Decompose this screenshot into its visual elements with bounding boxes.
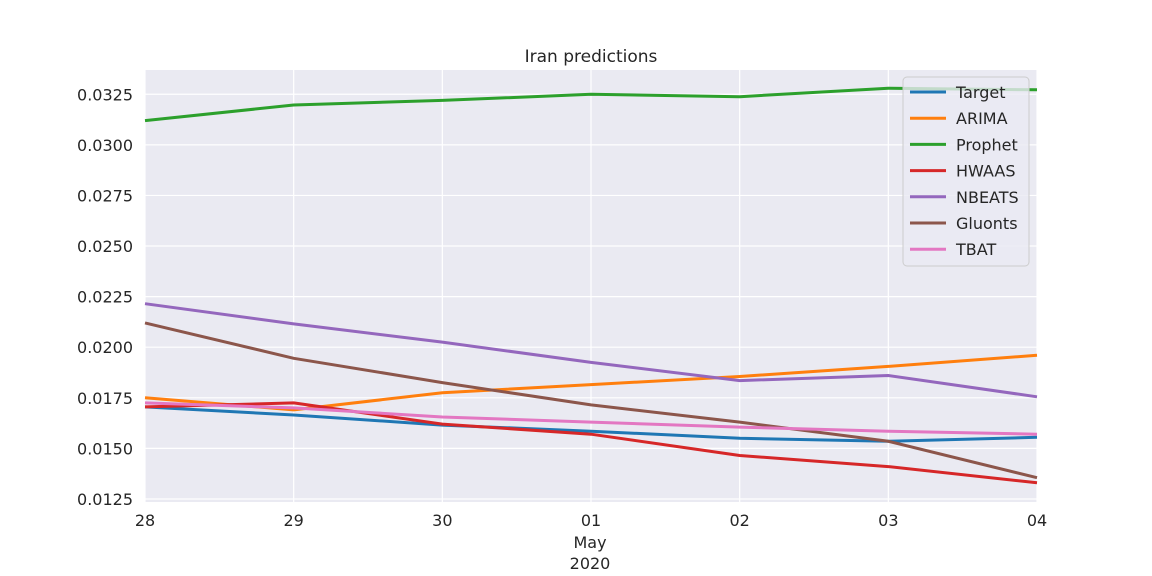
x-axis-ticks: 28 29 30 01 02 03 04: [135, 511, 1047, 530]
legend: Target ARIMA Prophet HWAAS NBEATS Gluonts TBAT: [902, 76, 1030, 267]
grid-lines: [144, 70, 1038, 502]
series-line-arima: [144, 353, 1038, 412]
y-tick-label: 0.0250: [77, 237, 133, 256]
x-tick-label: 01: [581, 511, 601, 530]
legend-label-prophet: Prophet: [956, 135, 1018, 154]
y-axis-ticks: 0.0125 0.0150 0.0175 0.0200 0.0225 0.0250 0.02…: [77, 85, 133, 509]
legend-box: [902, 76, 1030, 267]
series-line-hwaas: [144, 401, 1038, 485]
x-tick-label: 02: [729, 511, 749, 530]
legend-label-gluonts: Gluonts: [956, 214, 1018, 233]
y-tick-label: 0.0300: [77, 136, 133, 155]
legend-label-target: Target: [955, 83, 1006, 102]
x-tick-label: 03: [878, 511, 898, 530]
y-tick-label: 0.0200: [77, 338, 133, 357]
legend-label-arima: ARIMA: [956, 109, 1008, 128]
series-line-prophet: [144, 86, 1038, 123]
y-tick-label: 0.0175: [77, 389, 133, 408]
x-tick-label: 29: [283, 511, 303, 530]
y-tick-label: 0.0125: [77, 490, 133, 509]
x-tick-label: 04: [1027, 511, 1047, 530]
chart-title: Iran predictions: [525, 47, 658, 67]
y-tick-label: 0.0150: [77, 439, 133, 458]
series-line-tbat: [144, 401, 1038, 436]
x-month-label: May: [573, 533, 606, 552]
y-tick-label: 0.0325: [77, 85, 133, 104]
series-lines: [144, 86, 1038, 485]
legend-label-tbat: TBAT: [955, 240, 996, 259]
series-line-nbeats: [144, 302, 1038, 399]
series-line-gluonts: [144, 321, 1038, 480]
x-tick-label: 28: [135, 511, 155, 530]
y-tick-label: 0.0275: [77, 186, 133, 205]
x-year-label: 2020: [570, 554, 611, 573]
y-tick-label: 0.0225: [77, 288, 133, 307]
legend-label-hwaas: HWAAS: [956, 162, 1015, 181]
x-tick-label: 30: [432, 511, 452, 530]
legend-label-nbeats: NBEATS: [956, 188, 1019, 207]
